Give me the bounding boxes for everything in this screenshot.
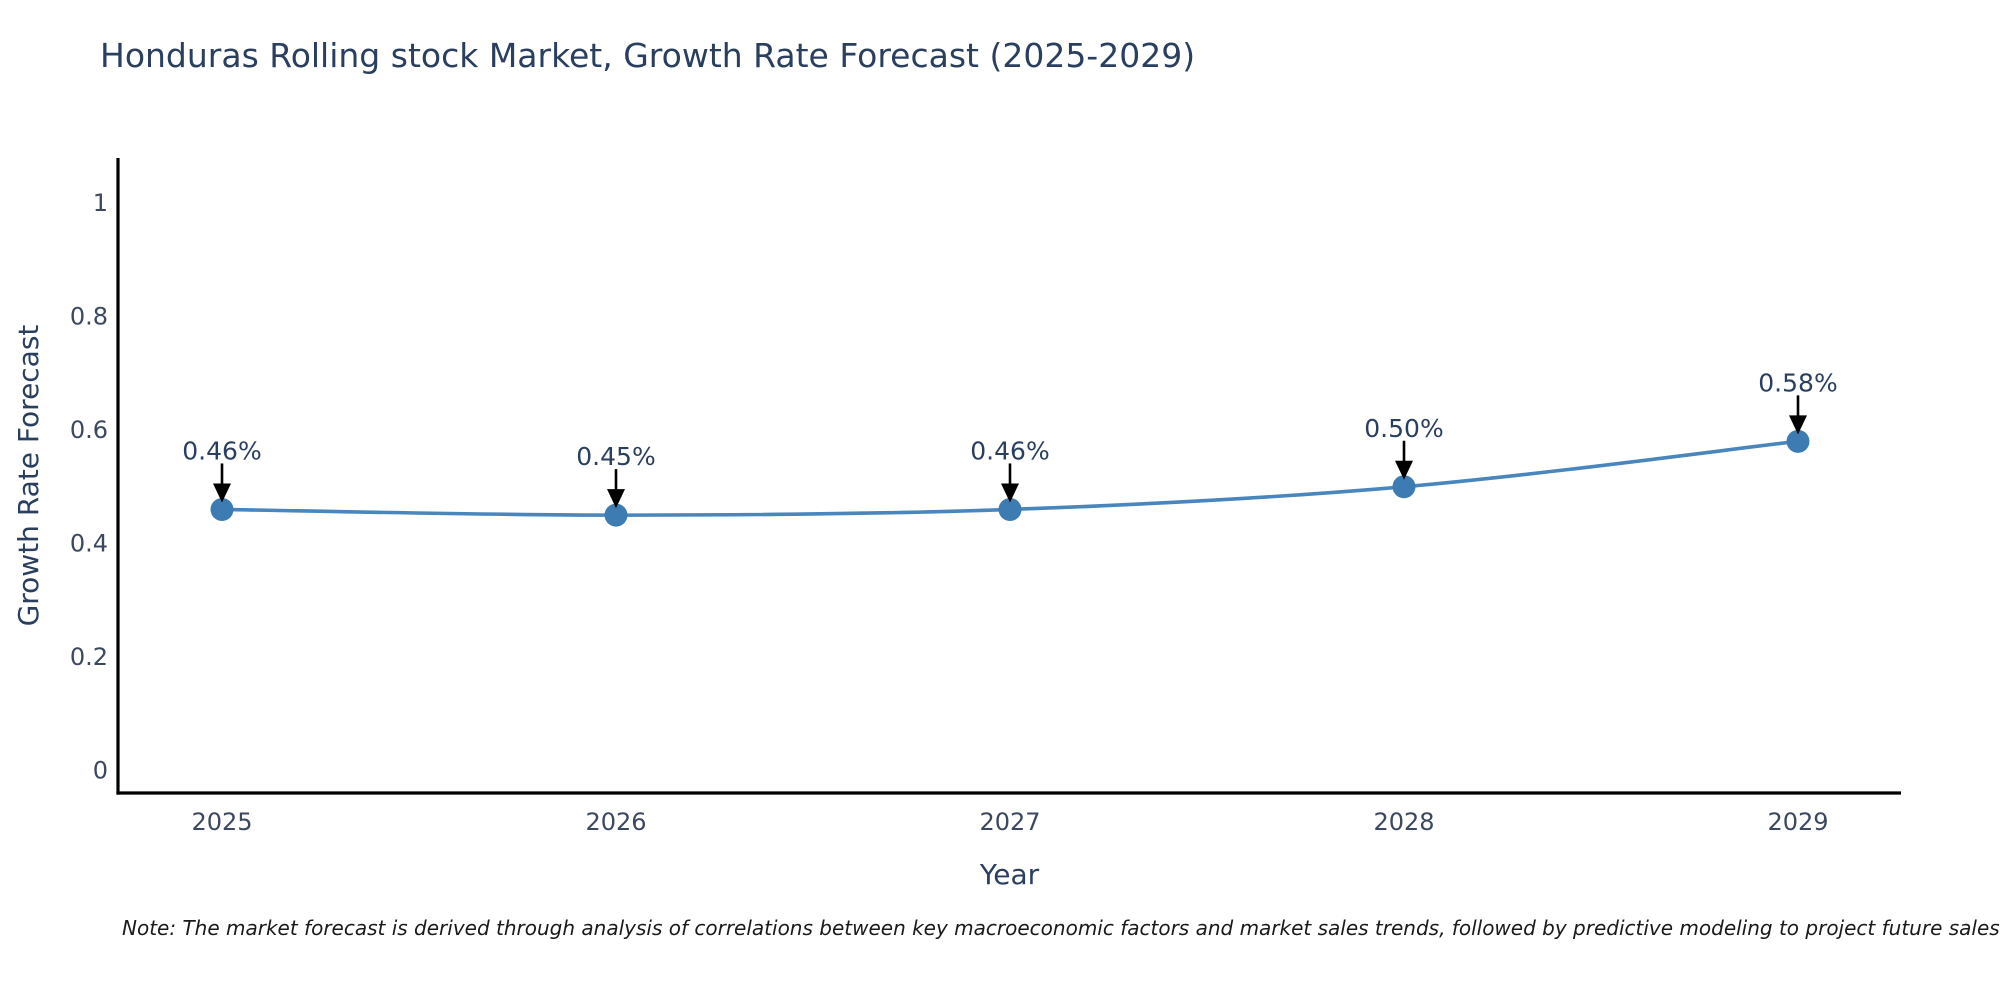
data-point-group: 0.46% bbox=[970, 436, 1050, 521]
x-tick-label: 2026 bbox=[585, 808, 646, 836]
annotation-arrowhead-icon bbox=[1395, 460, 1413, 480]
data-point-value-label: 0.50% bbox=[1364, 414, 1443, 443]
y-tick-label: 0.4 bbox=[70, 530, 108, 558]
data-point-value-label: 0.45% bbox=[576, 442, 655, 471]
x-tick-label: 2027 bbox=[979, 808, 1040, 836]
annotation-arrowhead-icon bbox=[213, 483, 231, 503]
x-axis-title: Year bbox=[979, 858, 1040, 891]
annotation-arrowhead-icon bbox=[1001, 483, 1019, 503]
data-point-group: 0.50% bbox=[1364, 414, 1444, 499]
annotation-arrowhead-icon bbox=[607, 489, 625, 509]
data-point-value-label: 0.46% bbox=[182, 436, 261, 465]
data-point-marker bbox=[998, 497, 1022, 521]
annotation-arrowhead-icon bbox=[1789, 415, 1807, 435]
y-tick-label: 1 bbox=[93, 189, 108, 217]
chart-title: Honduras Rolling stock Market, Growth Ra… bbox=[100, 36, 1196, 75]
x-tick-label: 2025 bbox=[191, 808, 252, 836]
data-point-marker bbox=[604, 503, 628, 527]
y-axis-title: Growth Rate Forecast bbox=[12, 325, 45, 627]
data-point-value-label: 0.58% bbox=[1758, 368, 1837, 397]
y-tick-label: 0.6 bbox=[70, 416, 108, 444]
data-point-group: 0.46% bbox=[182, 436, 262, 521]
data-point-marker bbox=[210, 497, 234, 521]
data-point-group: 0.45% bbox=[576, 442, 656, 527]
data-point-group: 0.58% bbox=[1758, 368, 1838, 453]
y-tick-label: 0.8 bbox=[70, 303, 108, 331]
data-point-marker bbox=[1392, 475, 1416, 499]
x-tick-label: 2028 bbox=[1373, 808, 1434, 836]
data-point-marker bbox=[1786, 429, 1810, 453]
y-tick-label: 0 bbox=[93, 757, 108, 785]
data-point-value-label: 0.46% bbox=[970, 436, 1049, 465]
y-tick-label: 0.2 bbox=[70, 643, 108, 671]
footnote: Note: The market forecast is derived thr… bbox=[122, 916, 2000, 940]
x-tick-label: 2029 bbox=[1767, 808, 1828, 836]
